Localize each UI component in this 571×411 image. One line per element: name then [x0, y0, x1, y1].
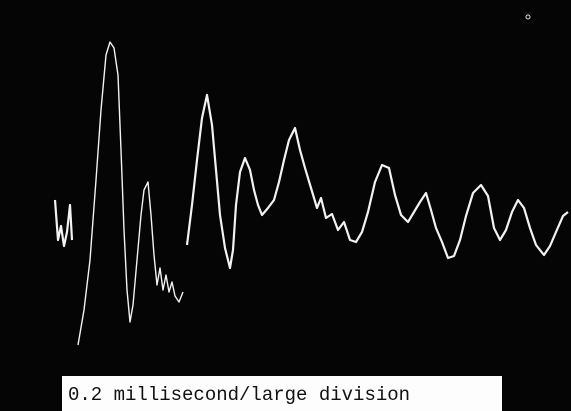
caption: 0.2 millisecond/large division — [68, 384, 410, 406]
speck — [525, 14, 531, 20]
waveform-trace — [53, 41, 569, 346]
trace-segment — [185, 93, 569, 270]
caption-box — [62, 376, 502, 411]
trace-segment — [53, 199, 74, 248]
trace-segment — [77, 41, 184, 346]
